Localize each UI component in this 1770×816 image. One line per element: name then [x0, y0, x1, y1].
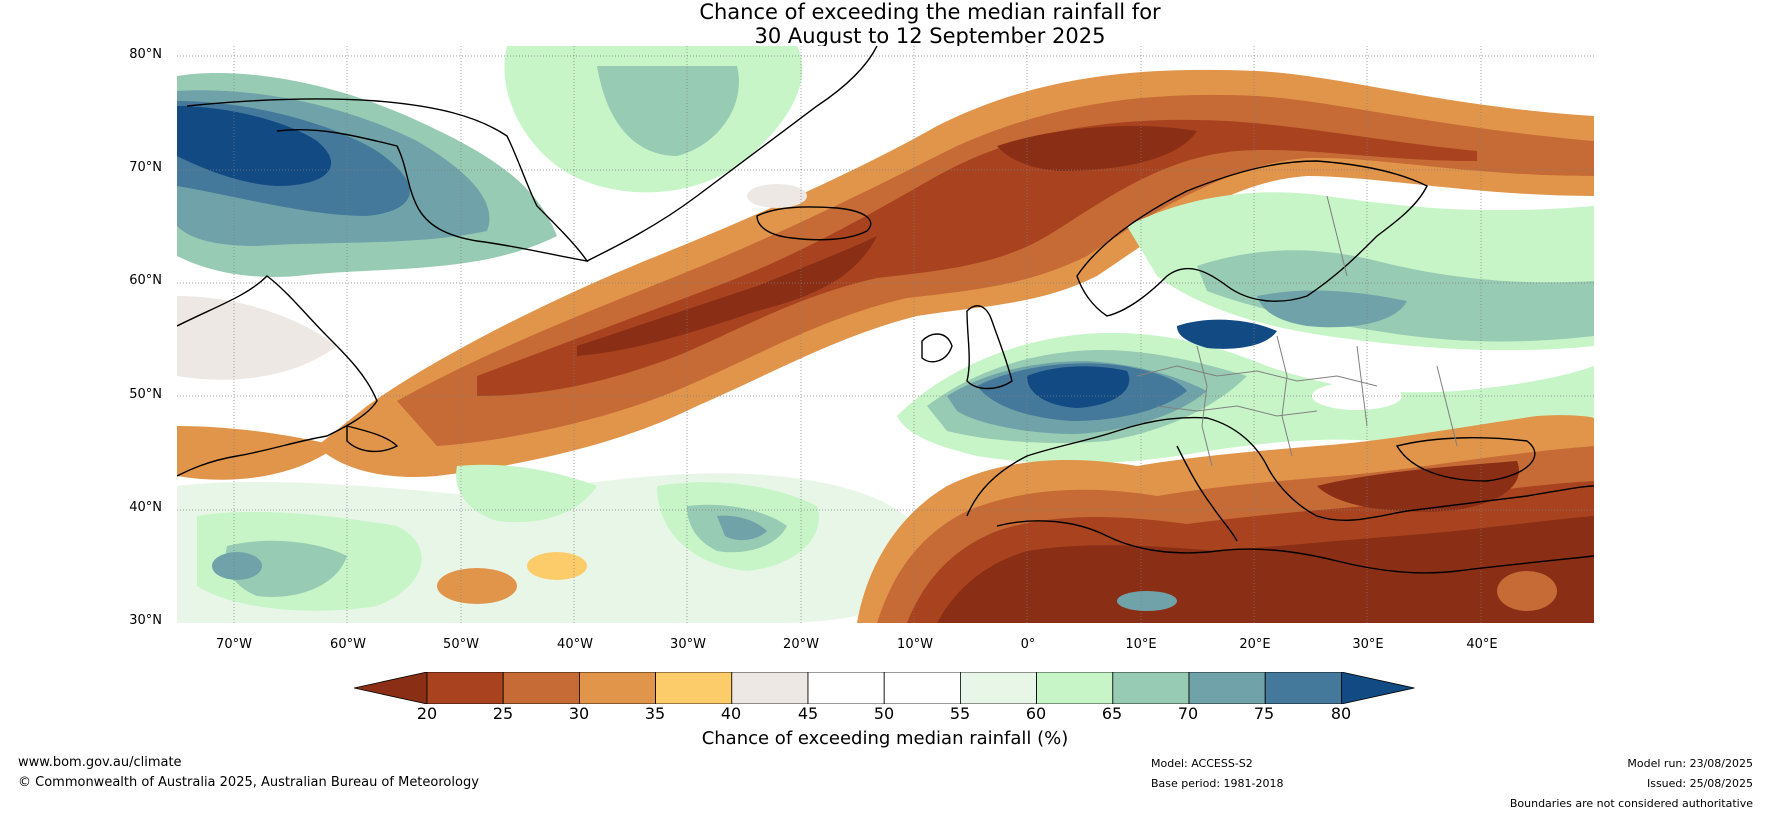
coastlines — [177, 46, 1594, 574]
base-period: Base period: 1981-2018 — [1151, 777, 1284, 790]
lon-label-20w: 20°W — [783, 637, 819, 652]
colorbar-svg — [353, 671, 1415, 705]
map-canvas — [177, 46, 1594, 623]
colorbar-tick-30: 30 — [568, 704, 590, 723]
lat-label-40n: 40°N — [129, 500, 162, 515]
lon-label-10w: 10°W — [897, 637, 933, 652]
lat-label-70n: 70°N — [129, 160, 162, 175]
lat-label-50n: 50°N — [129, 387, 162, 402]
colorbar-segment-70-75 — [1188, 671, 1266, 705]
colorbar-segment-35-40 — [655, 671, 733, 705]
model-run-date: Model run: 23/08/2025 — [1627, 757, 1753, 770]
copyright-notice: © Commonwealth of Australia 2025, Austra… — [18, 775, 479, 790]
rainfall-map — [177, 46, 1594, 623]
colorbar-segment-75-80 — [1264, 671, 1342, 705]
issued-date: Issued: 25/08/2025 — [1646, 777, 1753, 790]
colorbar-tick-35: 35 — [644, 704, 666, 723]
colorbar-segment-50-55 — [883, 671, 961, 705]
lon-label-40e: 40°E — [1466, 637, 1498, 652]
probability-fields — [177, 46, 1594, 623]
graticule — [177, 46, 1594, 623]
boundaries-disclaimer: Boundaries are not considered authoritat… — [1509, 797, 1753, 810]
colorbar-segment-20-25 — [426, 671, 504, 705]
colorbar-label: Chance of exceeding median rainfall (%) — [701, 728, 1069, 749]
lat-label-60n: 60°N — [129, 273, 162, 288]
colorbar-extend-high — [1341, 671, 1415, 705]
lat-label-30n: 30°N — [129, 613, 162, 628]
lon-label-0: 0° — [1020, 637, 1036, 652]
colorbar-extend-low — [353, 671, 428, 705]
lon-label-20e: 20°E — [1239, 637, 1271, 652]
colorbar-tick-50: 50 — [873, 704, 895, 723]
colorbar — [353, 671, 1418, 708]
colorbar-tick-75: 75 — [1253, 704, 1275, 723]
lon-label-70w: 70°W — [216, 637, 252, 652]
map-title: Chance of exceeding the median rainfall … — [0, 0, 1770, 48]
colorbar-segment-55-60 — [960, 671, 1038, 705]
colorbar-tick-45: 45 — [797, 704, 819, 723]
colorbar-segment-45-50 — [807, 671, 885, 705]
colorbar-segment-25-30 — [502, 671, 580, 705]
colorbar-segment-40-45 — [731, 671, 809, 705]
lat-label-80n: 80°N — [129, 47, 162, 62]
colorbar-tick-70: 70 — [1177, 704, 1199, 723]
colorbar-segment-30-35 — [578, 671, 656, 705]
lon-label-60w: 60°W — [330, 637, 366, 652]
lon-label-30e: 30°E — [1352, 637, 1384, 652]
lon-label-50w: 50°W — [443, 637, 479, 652]
colorbar-tick-40: 40 — [720, 704, 742, 723]
colorbar-segment-65-70 — [1112, 671, 1190, 705]
colorbar-tick-60: 60 — [1025, 704, 1047, 723]
lon-label-40w: 40°W — [557, 637, 593, 652]
colorbar-segment-60-65 — [1036, 671, 1114, 705]
title-line-1: Chance of exceeding the median rainfall … — [699, 0, 1161, 24]
title-line-2: 30 August to 12 September 2025 — [754, 24, 1106, 48]
colorbar-tick-20: 20 — [416, 704, 438, 723]
model-name: Model: ACCESS-S2 — [1151, 757, 1253, 770]
colorbar-tick-25: 25 — [492, 704, 514, 723]
lon-label-30w: 30°W — [670, 637, 706, 652]
colorbar-tick-80: 80 — [1330, 704, 1352, 723]
website-link[interactable]: www.bom.gov.au/climate — [18, 755, 182, 770]
country-borders — [1136, 195, 1458, 467]
colorbar-tick-55: 55 — [949, 704, 971, 723]
lon-label-10e: 10°E — [1125, 637, 1157, 652]
colorbar-tick-65: 65 — [1101, 704, 1123, 723]
